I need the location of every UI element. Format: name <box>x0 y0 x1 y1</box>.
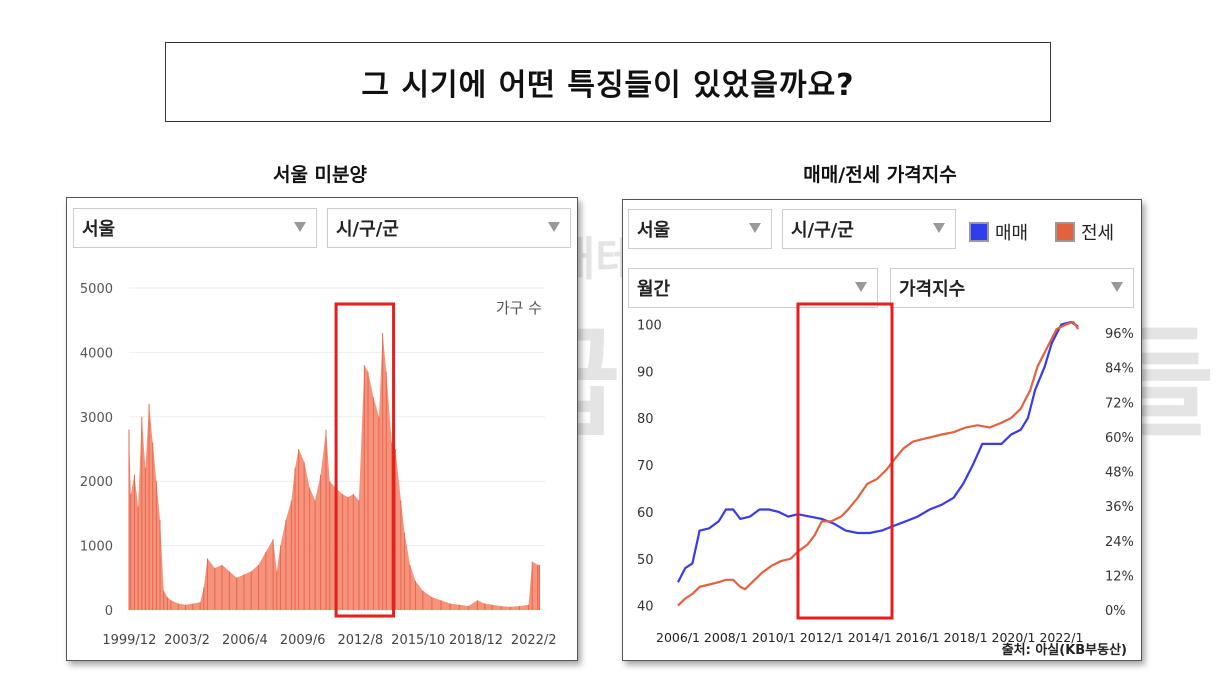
x-tick-label: 2006/4 <box>222 633 268 648</box>
highlight-box <box>796 302 894 620</box>
y-tick-label: 100 <box>637 318 662 333</box>
y-axis-label: 가구 수 <box>496 299 542 317</box>
region-select[interactable]: 서울 <box>628 209 772 249</box>
chevron-down-icon <box>749 223 761 233</box>
y-tick-label: 70 <box>637 459 654 474</box>
left-chart-subtitle: 서울 미분양 <box>272 164 367 186</box>
price-index-chart-panel: 서울 시/구/군 매매 전세 월간 가격지수 40 50 60 70 80 90 100 0%… <box>622 199 1142 661</box>
x-tick-label: 2012/8 <box>337 633 383 648</box>
district-select-value: 시/구/군 <box>336 219 399 240</box>
y-tick-label: 5000 <box>80 282 113 297</box>
price-index-chart: 40 50 60 70 80 90 100 0% 12% 24% 36% 48% 60% 72% 84% 96… <box>637 302 1134 645</box>
y-tick-label: 1000 <box>80 540 113 555</box>
chevron-down-icon <box>548 222 560 232</box>
unsold-chart: 0 1000 2000 3000 4000 5000 1999/12 2003/2 2006/4… <box>80 282 557 648</box>
legend-jeonse[interactable]: 전세 <box>1055 219 1114 245</box>
y2-tick-label: 60% <box>1105 431 1134 446</box>
chevron-down-icon <box>855 282 867 292</box>
jeonse-line <box>677 320 1080 607</box>
x-tick-label: 2012/1 <box>800 630 844 645</box>
x-tick-label: 2018/12 <box>449 633 503 648</box>
x-tick-label: 2022/1 <box>1039 630 1083 645</box>
right-chart-subtitle: 매매/전세 가격지수 <box>803 164 957 186</box>
region-select-value: 서울 <box>637 220 671 241</box>
y2-tick-label: 36% <box>1105 500 1134 515</box>
x-tick-label: 2016/1 <box>896 630 940 645</box>
y2-tick-label: 12% <box>1105 569 1134 584</box>
region-select-value: 서울 <box>82 219 116 240</box>
legend-jeonse-label: 전세 <box>1081 223 1115 244</box>
unsold-area <box>129 333 540 610</box>
legend-sale-label: 매매 <box>995 223 1029 244</box>
x-tick-label: 2003/2 <box>164 633 210 648</box>
highlight-box <box>334 302 396 618</box>
y-tick-label: 80 <box>637 412 654 427</box>
x-tick-label: 2010/1 <box>752 630 796 645</box>
y2-tick-label: 48% <box>1105 466 1134 481</box>
sale-line <box>677 320 1079 583</box>
y2-tick-label: 72% <box>1105 396 1134 411</box>
unsold-chart-panel: 서울 시/구/군 0 1000 2000 3000 4000 5000 1999/12 200… <box>66 197 578 661</box>
x-tick-label: 2014/1 <box>848 630 892 645</box>
metric-select[interactable]: 가격지수 <box>890 268 1134 308</box>
period-select[interactable]: 월간 <box>628 268 878 308</box>
district-select[interactable]: 시/구/군 <box>782 209 956 249</box>
x-tick-label: 2008/1 <box>704 630 748 645</box>
x-tick-label: 2006/1 <box>656 630 700 645</box>
legend-sale[interactable]: 매매 <box>969 219 1028 245</box>
district-select-value: 시/구/군 <box>791 220 854 241</box>
x-tick-label: 2022/2 <box>511 633 557 648</box>
region-select[interactable]: 서울 <box>73 208 317 248</box>
y-tick-label: 4000 <box>80 346 113 361</box>
y2-tick-label: 84% <box>1105 362 1134 377</box>
x-tick-label: 1999/12 <box>102 633 156 648</box>
page-title: 그 시기에 어떤 특징들이 있었을까요? <box>165 42 1051 122</box>
y-tick-label: 2000 <box>80 475 113 490</box>
metric-select-value: 가격지수 <box>899 279 966 300</box>
x-tick-label: 2020/1 <box>992 630 1036 645</box>
y2-tick-label: 96% <box>1105 327 1134 342</box>
x-tick-label: 2018/1 <box>944 630 988 645</box>
chevron-down-icon <box>294 222 306 232</box>
y-tick-label: 60 <box>637 506 654 521</box>
y2-tick-label: 24% <box>1105 535 1134 550</box>
period-select-value: 월간 <box>637 279 671 300</box>
y2-tick-label: 0% <box>1105 604 1126 619</box>
district-select[interactable]: 시/구/군 <box>327 208 571 248</box>
y-tick-label: 50 <box>637 553 654 568</box>
chevron-down-icon <box>933 223 945 233</box>
chevron-down-icon <box>1111 282 1123 292</box>
source-label: 출처: 아실(KB부동산) <box>1001 643 1127 658</box>
y-tick-label: 90 <box>637 365 654 380</box>
x-tick-label: 2015/10 <box>391 633 445 648</box>
y-tick-label: 0 <box>105 604 113 619</box>
legend-jeonse-swatch <box>1055 222 1075 242</box>
x-tick-label: 2009/6 <box>280 633 326 648</box>
legend-sale-swatch <box>969 222 989 242</box>
y-tick-label: 3000 <box>80 411 113 426</box>
y-tick-label: 40 <box>637 600 654 615</box>
